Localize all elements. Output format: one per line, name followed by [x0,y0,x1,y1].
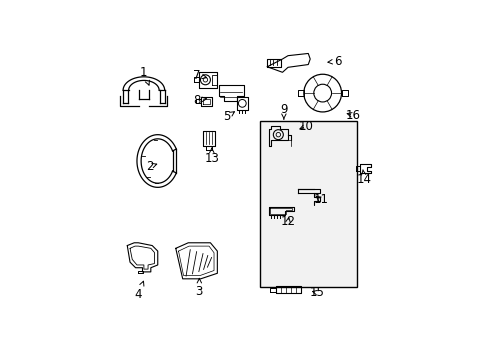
Text: 6: 6 [327,55,341,68]
Text: 7: 7 [192,68,206,82]
Text: 4: 4 [134,281,143,301]
Text: 5: 5 [223,110,234,123]
Text: 12: 12 [280,216,295,229]
Text: 16: 16 [345,109,360,122]
Text: 14: 14 [356,170,371,185]
Bar [260,121,357,287]
Text: 10: 10 [298,120,313,133]
Text: 2: 2 [145,160,157,173]
Text: 8: 8 [192,94,206,107]
Text: 9: 9 [280,103,287,119]
Text: 13: 13 [204,148,219,165]
Text: 3: 3 [195,279,203,298]
Text: 1: 1 [140,66,149,85]
Text: 11: 11 [313,193,328,206]
Text: 15: 15 [309,286,324,299]
